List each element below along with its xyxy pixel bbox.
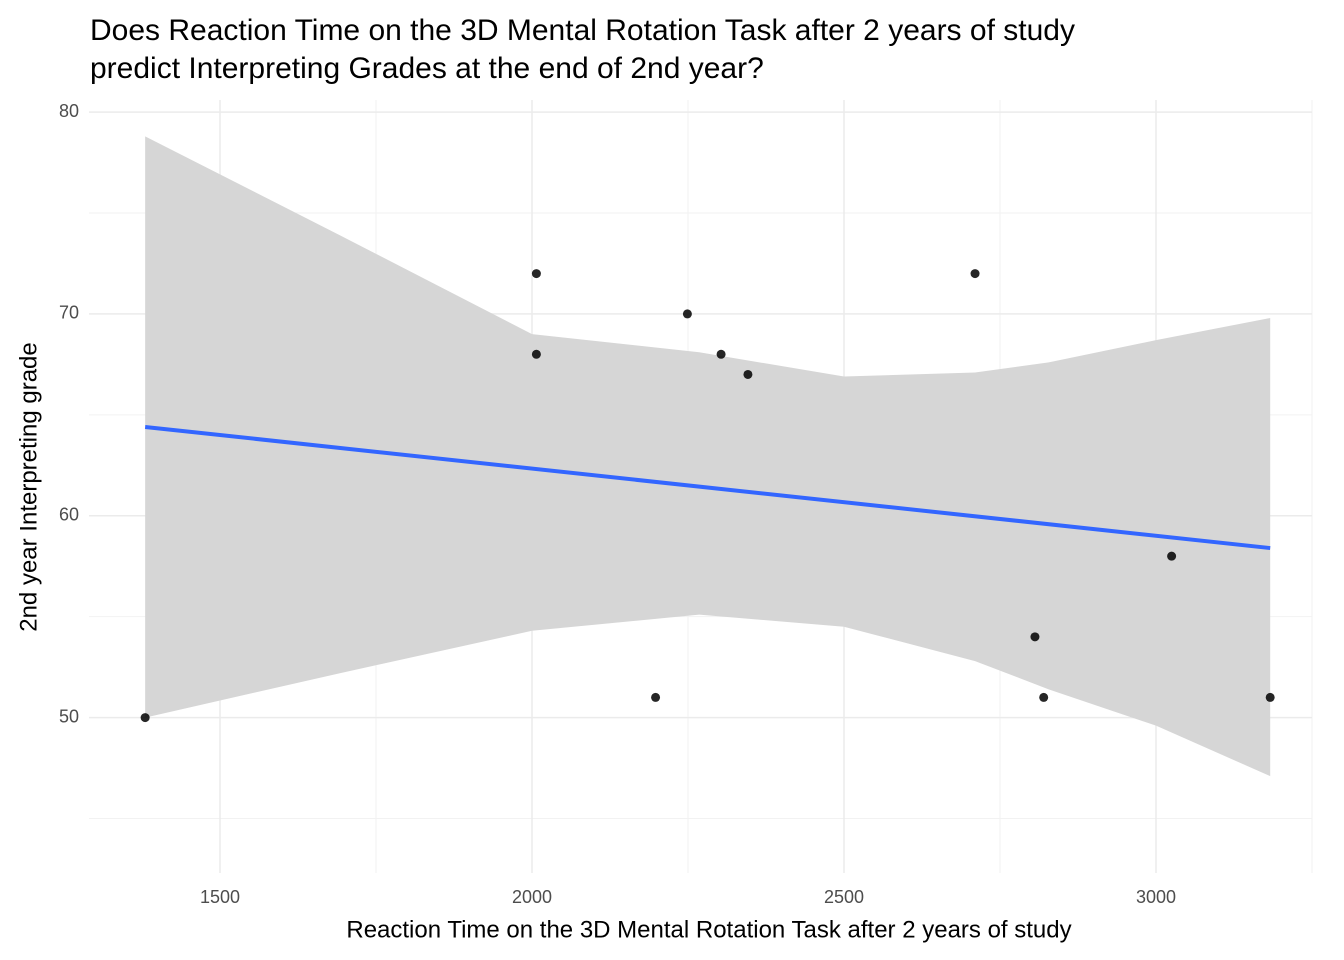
point: [531, 349, 541, 359]
x-tick-label: 2500: [824, 887, 864, 907]
point: [651, 692, 661, 702]
confidence-band: [145, 136, 1271, 777]
x-tick-label: 3000: [1136, 887, 1176, 907]
point: [1039, 692, 1049, 702]
x-tick-label: 2000: [512, 887, 552, 907]
point: [682, 309, 692, 319]
point: [531, 269, 541, 279]
y-axis-title: 2nd year Interpreting grade: [15, 342, 42, 632]
point: [716, 349, 726, 359]
fit-line: [144, 424, 1271, 551]
chart-title: Does Reaction Time on the 3D Mental Rota…: [90, 14, 1075, 47]
y-tick-label: 80: [59, 101, 79, 121]
chart-title: predict Interpreting Grades at the end o…: [90, 52, 764, 85]
y-tick-label: 70: [59, 303, 79, 323]
x-tick-label: 1500: [200, 887, 240, 907]
point: [1167, 551, 1177, 561]
point: [1265, 692, 1275, 702]
point: [1030, 632, 1040, 642]
point: [140, 713, 150, 723]
y-tick-label: 50: [59, 706, 79, 726]
point: [970, 269, 980, 279]
point: [743, 369, 753, 379]
x-axis-title: Reaction Time on the 3D Mental Rotation …: [346, 916, 1071, 943]
y-tick-label: 60: [59, 505, 79, 525]
